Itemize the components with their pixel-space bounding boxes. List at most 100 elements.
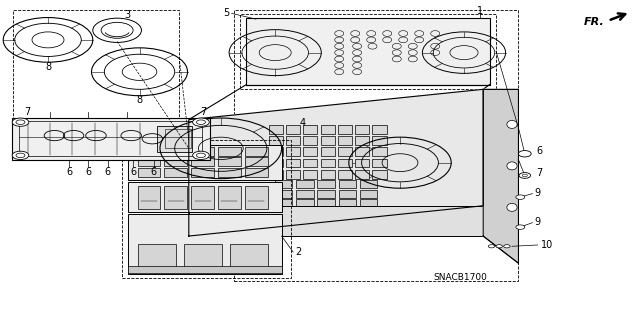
Bar	[269, 170, 283, 179]
Bar	[269, 159, 283, 167]
Circle shape	[488, 245, 495, 248]
Bar	[269, 147, 283, 156]
Bar	[372, 159, 387, 167]
Text: 9: 9	[534, 188, 541, 198]
Bar	[218, 168, 241, 177]
Text: SNACB1700: SNACB1700	[434, 273, 488, 282]
Ellipse shape	[507, 162, 517, 170]
Bar	[355, 147, 369, 156]
Circle shape	[496, 245, 502, 248]
Text: 5: 5	[223, 8, 229, 18]
Text: 4: 4	[300, 118, 306, 128]
Bar	[164, 157, 187, 166]
Text: 6: 6	[85, 167, 92, 177]
Text: 10: 10	[541, 240, 553, 250]
Circle shape	[193, 151, 209, 160]
Bar	[245, 168, 268, 177]
Ellipse shape	[507, 120, 517, 129]
Text: 2: 2	[296, 247, 302, 257]
Bar	[165, 129, 191, 148]
Bar	[286, 159, 300, 167]
Bar	[184, 244, 222, 270]
Text: 6: 6	[130, 167, 136, 177]
Polygon shape	[483, 89, 518, 263]
Bar	[372, 136, 387, 145]
Bar	[338, 147, 352, 156]
Bar	[245, 157, 268, 166]
Bar	[286, 125, 300, 134]
Bar	[321, 136, 335, 145]
Bar	[317, 180, 335, 188]
Bar	[286, 170, 300, 179]
Bar	[372, 147, 387, 156]
Bar	[275, 199, 292, 207]
Bar	[338, 159, 352, 167]
Text: 6: 6	[536, 145, 543, 156]
Bar	[339, 180, 356, 188]
Bar	[138, 147, 160, 156]
Bar	[360, 199, 377, 207]
Circle shape	[516, 195, 525, 199]
Bar	[286, 147, 300, 156]
Bar	[275, 180, 292, 188]
Text: 6: 6	[66, 167, 72, 177]
Bar	[355, 125, 369, 134]
Bar	[372, 125, 387, 134]
Bar	[122, 140, 291, 278]
Circle shape	[519, 173, 531, 178]
Bar	[317, 190, 335, 198]
Text: 6: 6	[150, 167, 157, 177]
Text: 3: 3	[125, 10, 131, 20]
Bar	[191, 157, 214, 166]
Circle shape	[518, 151, 531, 157]
Bar	[128, 182, 282, 212]
Bar	[339, 199, 356, 207]
Bar	[321, 170, 335, 179]
Text: 8: 8	[136, 95, 143, 106]
Bar	[138, 244, 176, 270]
Bar	[246, 18, 490, 85]
Bar	[12, 118, 210, 160]
Bar	[303, 170, 317, 179]
Bar	[191, 147, 214, 156]
Circle shape	[16, 153, 25, 158]
Bar	[245, 147, 268, 156]
Bar	[338, 136, 352, 145]
Text: 1: 1	[477, 6, 483, 16]
Bar	[360, 190, 377, 198]
Bar	[372, 170, 387, 179]
Ellipse shape	[507, 204, 517, 211]
Bar	[321, 125, 335, 134]
Bar	[218, 147, 241, 156]
Circle shape	[504, 245, 510, 248]
Bar	[338, 170, 352, 179]
Bar	[189, 206, 483, 236]
Bar	[321, 147, 335, 156]
Circle shape	[16, 120, 25, 124]
Bar	[355, 170, 369, 179]
Bar	[296, 199, 314, 207]
Bar	[218, 157, 241, 166]
Bar	[19, 121, 202, 156]
Bar	[138, 186, 160, 209]
Text: 7: 7	[536, 168, 543, 178]
Bar	[303, 147, 317, 156]
Bar	[218, 186, 241, 209]
Bar	[240, 14, 496, 89]
Bar	[128, 145, 282, 180]
Text: FR.: FR.	[584, 17, 605, 27]
Text: 7: 7	[200, 107, 207, 117]
Bar	[355, 136, 369, 145]
Bar	[164, 168, 187, 177]
Bar	[296, 180, 314, 188]
Bar	[269, 125, 283, 134]
Bar	[128, 266, 282, 273]
Bar	[128, 214, 282, 274]
Bar	[13, 10, 179, 123]
Text: 8: 8	[45, 62, 51, 72]
Bar	[245, 186, 268, 209]
Bar	[269, 136, 283, 145]
Bar	[164, 147, 187, 156]
Bar	[303, 136, 317, 145]
Bar	[275, 190, 292, 198]
